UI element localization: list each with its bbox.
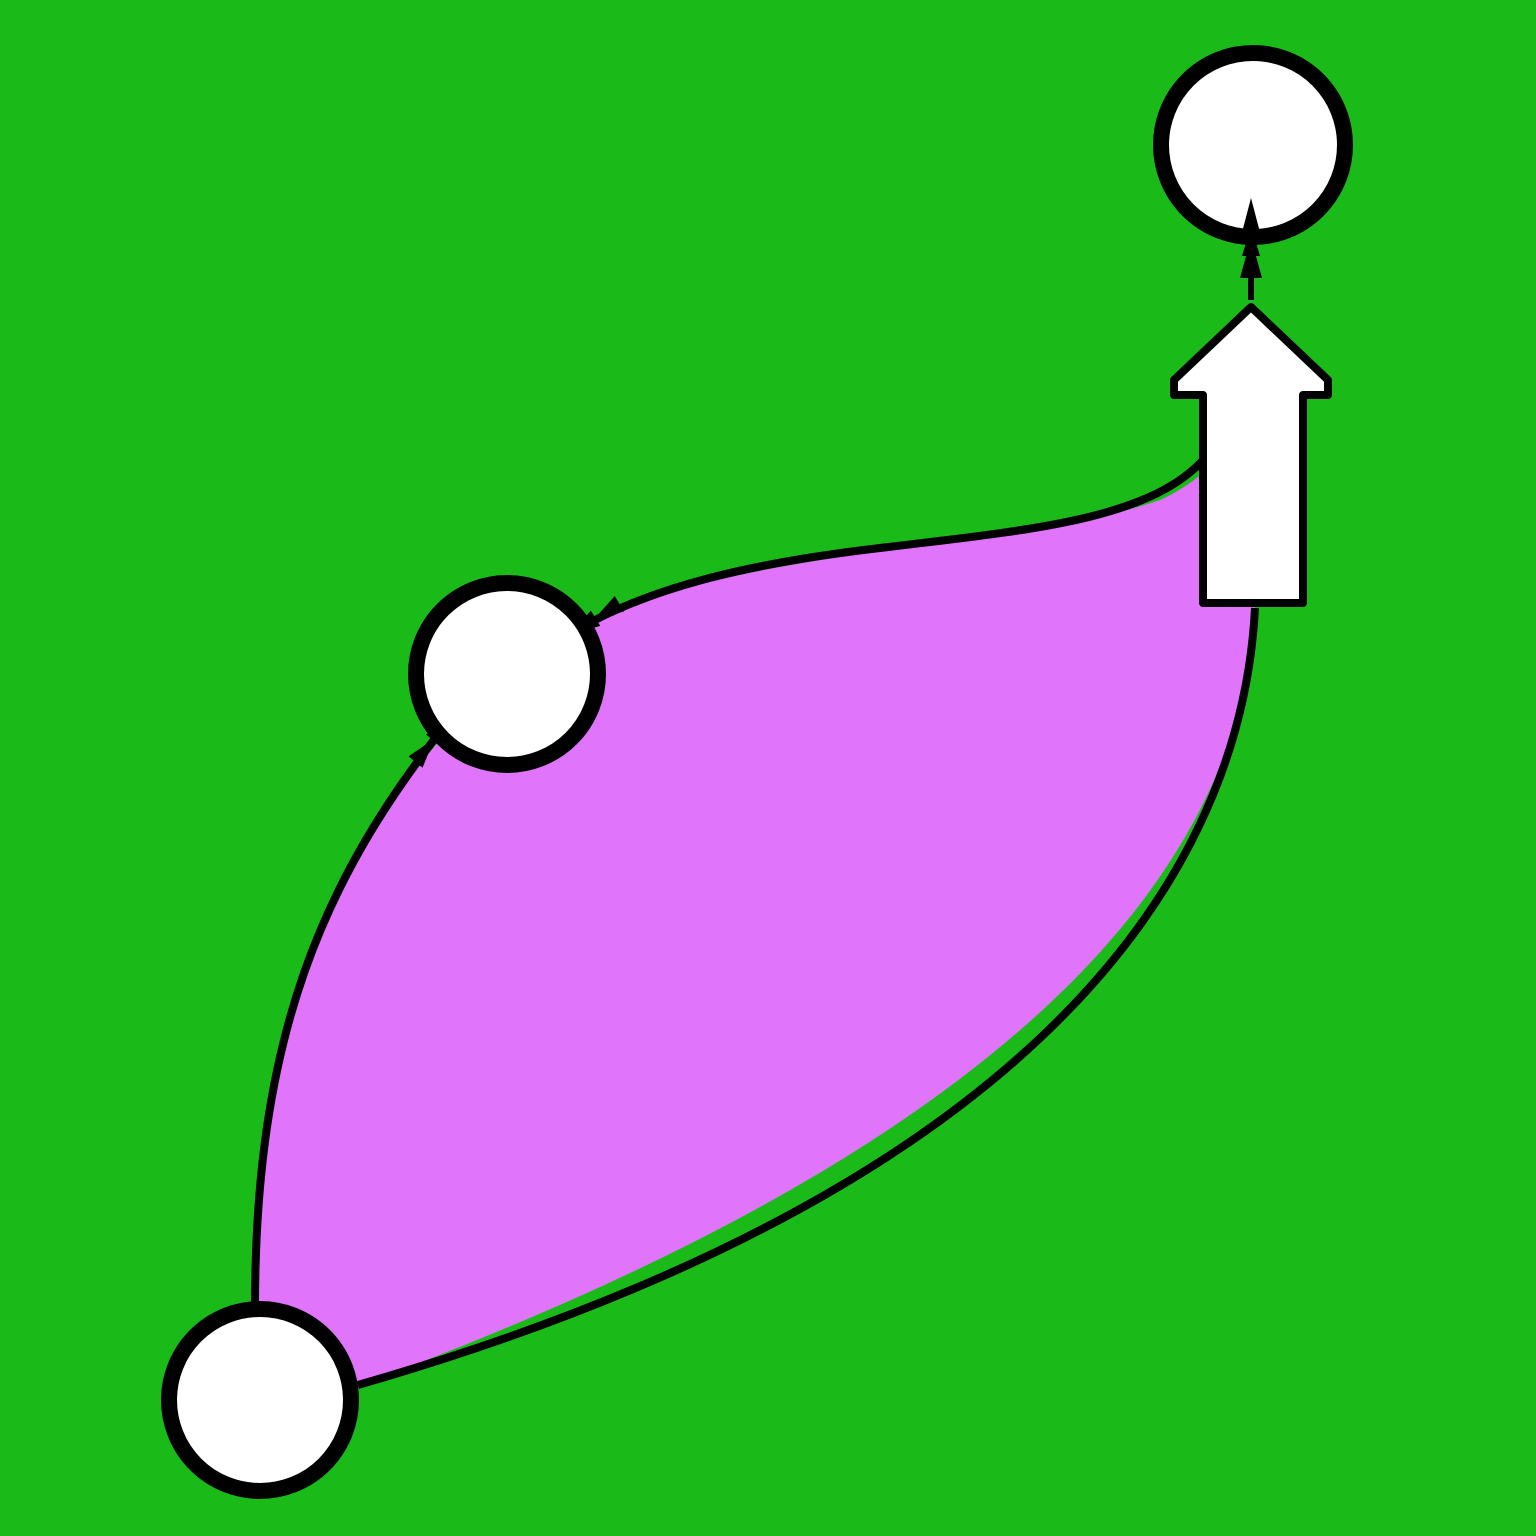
shaded-region — [255, 420, 1255, 1385]
bottom-left-node — [161, 1301, 359, 1499]
edge-bottom-left-to-block-arrow — [356, 607, 1259, 1389]
up-arrow-icon — [1170, 303, 1332, 607]
edge-block-arrow-to-middle — [567, 455, 1208, 638]
edge-bottom-left-to-middle — [251, 714, 456, 1309]
edge-arrowhead-top-right — [1240, 198, 1262, 278]
middle-node — [408, 575, 606, 773]
